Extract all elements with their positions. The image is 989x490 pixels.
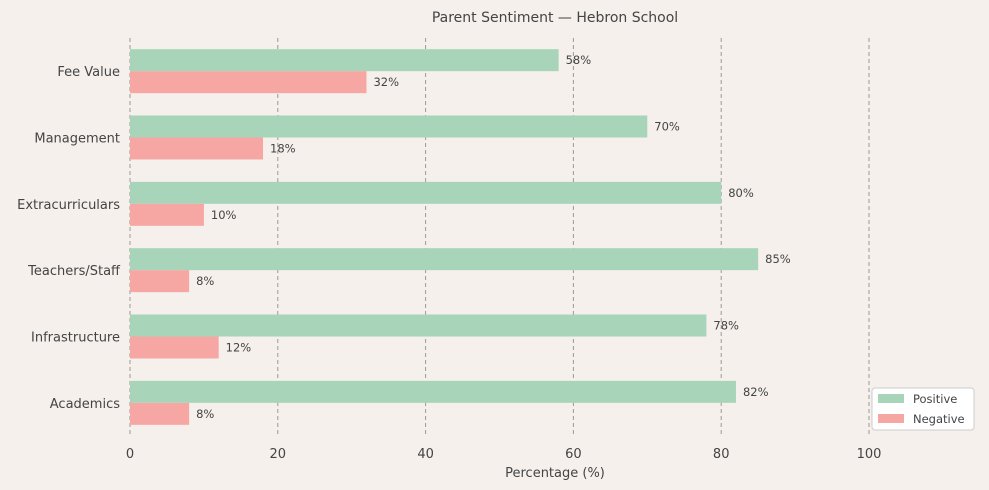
y-tick-label: Extracurriculars: [17, 198, 120, 213]
data-label: 85%: [765, 252, 791, 266]
x-tick-label: 40: [417, 447, 434, 462]
bar-positive: [130, 248, 759, 271]
bar-negative: [130, 402, 190, 425]
x-tick-label: 60: [565, 447, 582, 462]
data-label: 78%: [713, 319, 739, 333]
bar-positive: [130, 314, 707, 337]
x-tick-label: 80: [713, 447, 730, 462]
bar-positive: [130, 380, 736, 403]
y-tick-label: Teachers/Staff: [27, 264, 121, 279]
legend-label: Positive: [913, 392, 957, 406]
x-tick-label: 100: [857, 447, 882, 462]
data-label: 10%: [211, 208, 237, 222]
bar-positive: [130, 115, 648, 138]
legend-label: Negative: [913, 412, 965, 426]
data-label: 58%: [566, 53, 592, 67]
data-label: 32%: [373, 75, 399, 89]
data-label: 82%: [743, 385, 769, 399]
y-tick-label: Management: [34, 132, 120, 147]
bar-negative: [130, 203, 204, 226]
legend-swatch: [878, 414, 904, 423]
chart-title: Parent Sentiment — Hebron School: [432, 10, 678, 26]
y-tick-label: Infrastructure: [31, 331, 120, 346]
y-tick-label: Fee Value: [57, 65, 120, 80]
bar-negative: [130, 137, 264, 160]
bar-negative: [130, 71, 367, 94]
data-label: 18%: [270, 142, 296, 156]
x-axis-label: Percentage (%): [505, 466, 605, 481]
bar-positive: [130, 181, 722, 204]
legend-swatch: [878, 394, 904, 403]
data-label: 8%: [196, 274, 214, 288]
data-label: 70%: [654, 120, 680, 134]
data-label: 12%: [226, 341, 252, 355]
x-tick-label: 0: [126, 447, 134, 462]
bar-positive: [130, 49, 559, 72]
x-tick-label: 20: [270, 447, 287, 462]
bar-negative: [130, 270, 190, 293]
data-label: 80%: [728, 186, 754, 200]
y-tick-label: Academics: [50, 397, 120, 412]
data-label: 8%: [196, 407, 214, 421]
bar-negative: [130, 336, 219, 359]
